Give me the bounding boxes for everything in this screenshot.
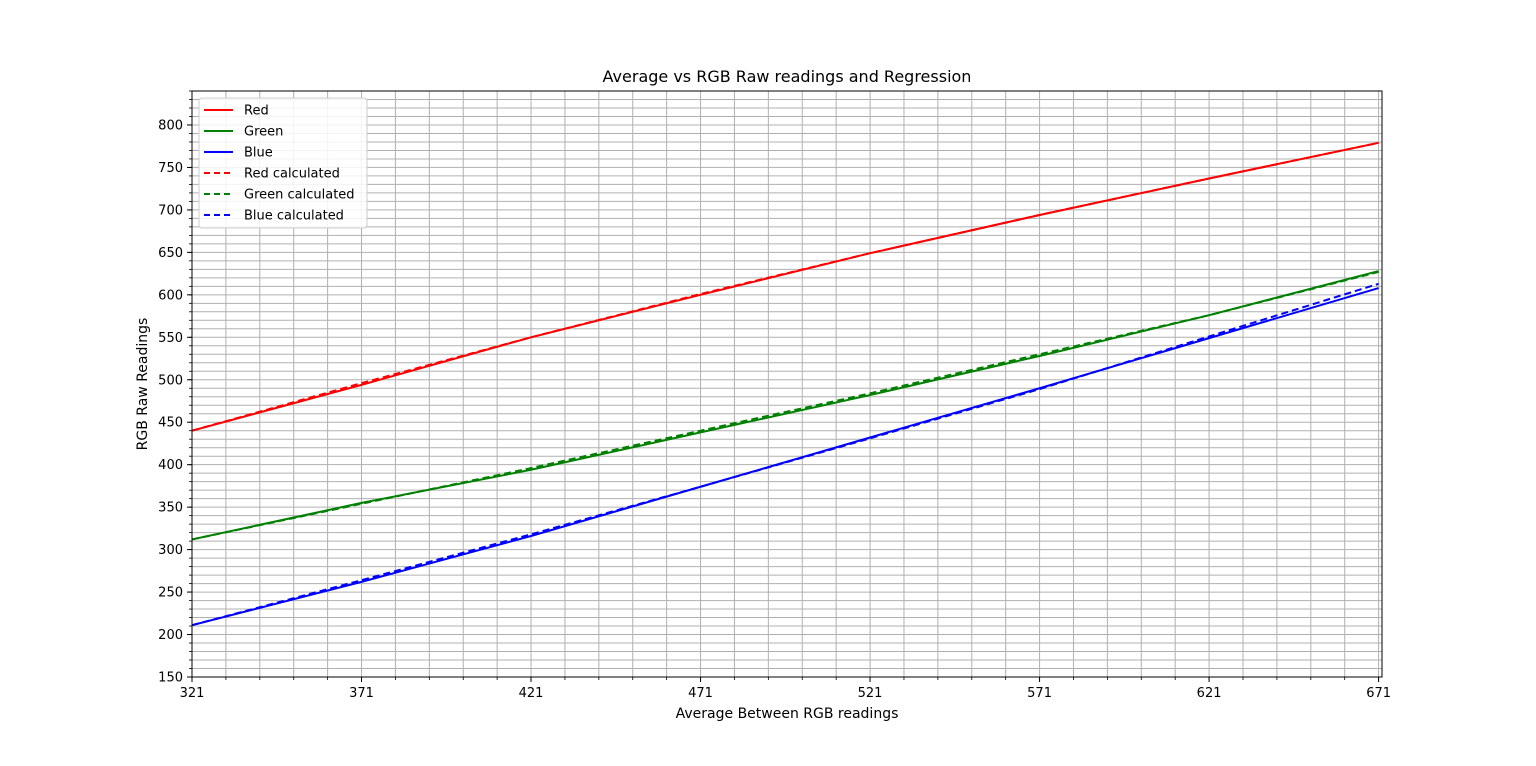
y-tick-label: 500 — [158, 373, 183, 388]
series-line-red — [191, 141, 1379, 432]
y-tick-label: 400 — [158, 458, 183, 473]
y-tick-label: 300 — [158, 543, 183, 558]
y-tick-label: 450 — [158, 416, 183, 431]
legend-box — [198, 97, 368, 229]
y-tick-label: 750 — [158, 161, 183, 176]
legend-label-blue-calculated: Blue calculated — [244, 209, 344, 224]
x-tick-label: 521 — [858, 686, 883, 701]
x-tick-label: 371 — [349, 686, 374, 701]
legend-label-red: Red — [244, 104, 269, 119]
y-tick-label: 700 — [158, 203, 183, 218]
legend: Red Green Blue Red calculated Green calculat… — [198, 97, 368, 229]
y-tick-label: 200 — [158, 628, 183, 643]
x-tick-label: 421 — [519, 686, 544, 701]
x-tick-label: 321 — [180, 686, 205, 701]
y-axis-label: RGB Raw Readings — [135, 318, 151, 451]
plot-area — [192, 91, 1382, 677]
series-line-blue — [191, 287, 1379, 627]
series-line-green-calculated — [191, 270, 1379, 541]
legend-label-green: Green — [244, 125, 283, 140]
y-tick-label: 350 — [158, 501, 183, 516]
legend-label-blue: Blue — [244, 146, 273, 161]
tick-layer: 321 371 421 471 521 571 621 671 150 200 250 300 350 4… — [158, 90, 1391, 701]
y-tick-label: 800 — [158, 118, 183, 133]
series-layer — [191, 141, 1379, 627]
x-tick-label: 621 — [1197, 686, 1222, 701]
y-tick-label: 150 — [158, 671, 183, 686]
x-tick-label: 571 — [1027, 686, 1052, 701]
grid-layer — [191, 90, 1382, 678]
x-axis-label: Average Between RGB readings — [676, 706, 899, 722]
plot-frame — [191, 90, 1383, 678]
x-tick-label: 671 — [1366, 686, 1391, 701]
y-tick-label: 550 — [158, 331, 183, 346]
legend-label-green-calculated: Green calculated — [244, 188, 355, 203]
y-tick-label: 250 — [158, 586, 183, 601]
legend-label-red-calculated: Red calculated — [244, 167, 340, 182]
chart-title: Average vs RGB Raw readings and Regressi… — [603, 67, 972, 86]
x-tick-label: 471 — [688, 686, 713, 701]
y-tick-label: 650 — [158, 246, 183, 261]
series-line-blue-calculated — [191, 282, 1379, 627]
y-tick-label: 600 — [158, 288, 183, 303]
